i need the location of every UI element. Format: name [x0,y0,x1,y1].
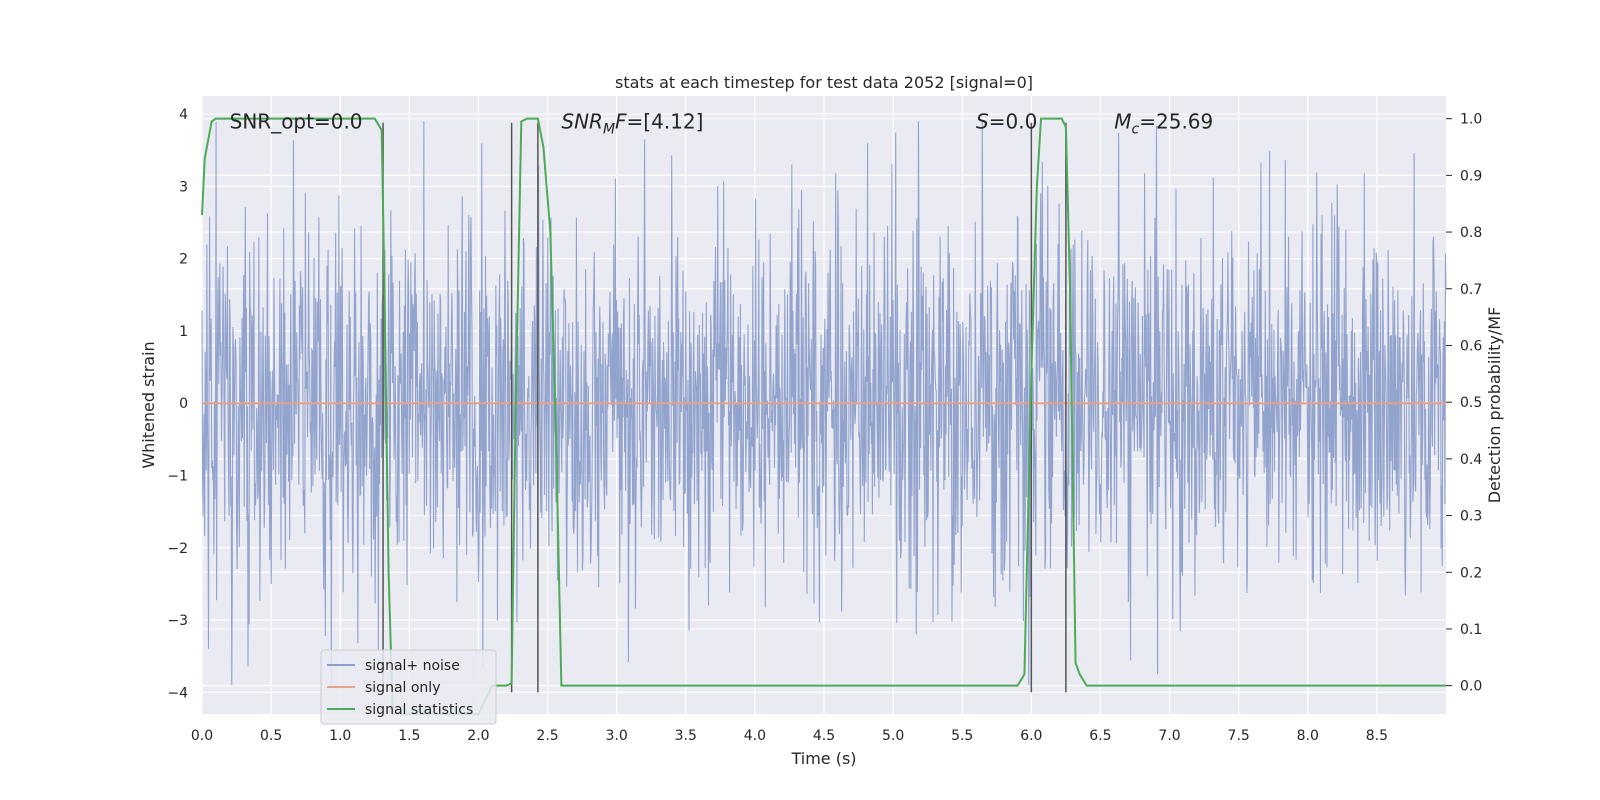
y-tick-label: −4 [167,685,188,701]
x-tick-label: 5.5 [951,728,973,744]
y-axis-label: Whitened strain [139,341,158,468]
x-tick-label: 2.0 [467,728,489,744]
y2-tick-label: 1.0 [1460,112,1482,128]
y2-tick-label: 0.6 [1460,338,1482,354]
legend-entry: signal only [365,680,440,696]
legend-entry: signal+ noise [365,658,460,674]
y2-tick-label: 0.4 [1460,452,1482,468]
y-tick-label: −3 [167,613,188,629]
x-tick-label: 5.0 [882,728,904,744]
x-tick-label: 2.5 [536,728,558,744]
y2-tick-label: 0.3 [1460,509,1482,525]
noise-line [201,121,1447,686]
y-tick-label: −1 [167,468,188,484]
x-tick-label: 8.5 [1366,728,1388,744]
legend: signal+ noise signal only signal statistic… [320,649,497,725]
y-tick-label: 4 [179,107,188,123]
x-tick-label: 1.0 [329,728,351,744]
annotation-3: Mc=25.69 [1114,109,1213,137]
legend-box [320,649,497,725]
x-tick-label: 8.0 [1297,728,1319,744]
y2-tick-label: 0.8 [1460,225,1482,241]
y2-axis-ticks: 0.0 0.1 0.2 0.3 0.4 0.5 0.6 0.7 0.8 0.9 1.0 [1446,112,1482,695]
x-tick-label: 3.0 [606,728,628,744]
series-signal-statistics [201,117,1446,715]
signal-statistics-line [201,117,1446,715]
y2-tick-label: 0.1 [1460,622,1482,638]
legend-entry: signal statistics [365,702,473,718]
y2-axis-label: Detection probability/MF [1485,307,1504,504]
y-tick-label: −2 [167,541,188,557]
annotation-0: SNR_opt=0.0 [230,109,363,133]
x-tick-label: 0.5 [260,728,282,744]
x-tick-label: 6.5 [1089,728,1111,744]
y-axis-ticks: −4 −3 −2 −1 0 1 2 3 4 [167,107,188,701]
x-tick-label: 6.0 [1020,728,1042,744]
x-tick-label: 3.5 [675,728,697,744]
x-tick-label: 1.5 [398,728,420,744]
y-tick-label: 0 [179,396,188,412]
annotation-1: SNRMF=[4.12] [561,109,703,137]
y-tick-label: 1 [179,324,188,340]
y2-tick-label: 0.7 [1460,282,1482,298]
annotation-2: S=0.0 [976,109,1037,133]
x-tick-label: 7.0 [1158,728,1180,744]
y2-tick-label: 0.5 [1460,395,1482,411]
x-tick-label: 0.0 [191,728,213,744]
x-axis-label: Time (s) [790,749,856,768]
y2-tick-label: 0.0 [1460,679,1482,695]
y2-tick-label: 0.2 [1460,565,1482,581]
x-tick-label: 4.5 [813,728,835,744]
x-tick-label: 7.5 [1228,728,1250,744]
x-tick-label: 4.0 [744,728,766,744]
annotations: SNR_opt=0.0 SNRMF=[4.12] S=0.0 Mc=25.69 [230,109,1214,137]
x-axis-ticks: 0.0 0.5 1.0 1.5 2.0 2.5 3.0 3.5 4.0 4.5 5.0 5.5 6.0 6… [191,728,1388,744]
chart-title: stats at each timestep for test data 205… [615,73,1033,92]
y-tick-label: 2 [179,252,188,268]
y2-tick-label: 0.9 [1460,168,1482,184]
series-signal-noise [201,121,1447,686]
y-tick-label: 3 [179,179,188,195]
